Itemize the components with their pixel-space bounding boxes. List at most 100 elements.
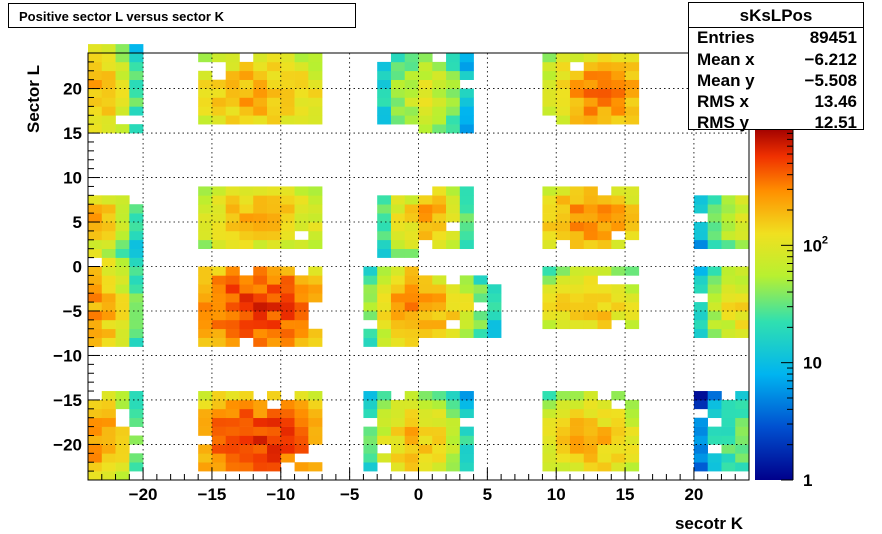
heatmap-cell xyxy=(211,106,227,116)
heatmap-cell xyxy=(267,426,282,436)
heatmap-cell xyxy=(129,97,144,107)
heatmap-cell xyxy=(404,248,419,258)
heatmap-cell xyxy=(198,266,213,276)
heatmap-cell xyxy=(253,426,268,436)
heatmap-cell xyxy=(294,328,309,338)
heatmap-cell xyxy=(225,230,240,241)
heatmap-cell xyxy=(569,462,585,472)
heatmap-cell xyxy=(597,53,612,63)
heatmap-cell xyxy=(459,213,474,223)
heatmap-cell xyxy=(404,195,419,205)
heatmap-cell xyxy=(115,53,130,63)
heatmap-cell xyxy=(363,408,378,419)
heatmap-cell xyxy=(267,222,282,232)
heatmap-cell xyxy=(693,391,708,401)
heatmap-cell xyxy=(294,399,309,410)
heatmap-cell xyxy=(735,293,750,303)
heatmap-cell xyxy=(280,106,295,116)
heatmap-cell xyxy=(253,310,268,321)
heatmap-cell xyxy=(253,186,268,196)
heatmap-cell xyxy=(101,195,116,205)
stats-value: 12.51 xyxy=(814,113,857,132)
heatmap-cell xyxy=(542,293,557,303)
heatmap-cell xyxy=(377,417,392,427)
heatmap-cell xyxy=(487,293,502,303)
heatmap-cell xyxy=(597,399,612,410)
heatmap-cell xyxy=(377,88,392,98)
heatmap-cell xyxy=(267,239,282,250)
heatmap-cell xyxy=(308,106,323,116)
heatmap-cell xyxy=(583,186,598,196)
heatmap-cell xyxy=(459,319,474,330)
heatmap-cell xyxy=(487,302,502,312)
heatmap-cell xyxy=(308,61,323,72)
heatmap-cell xyxy=(88,444,103,454)
heatmap-cell xyxy=(721,444,736,454)
heatmap-cell xyxy=(377,248,392,258)
heatmap-cell xyxy=(101,337,116,347)
heatmap-cell xyxy=(363,293,378,303)
heatmap-cell xyxy=(198,106,213,116)
heatmap-cell xyxy=(404,222,419,232)
heatmap-cell xyxy=(198,115,213,125)
heatmap-cell xyxy=(418,115,433,125)
heatmap-cell xyxy=(432,106,447,116)
heatmap-cell xyxy=(418,319,433,330)
heatmap-cell xyxy=(101,435,116,445)
heatmap-cell xyxy=(597,284,612,294)
heatmap-cell xyxy=(721,275,736,285)
heatmap-cell xyxy=(390,88,406,98)
heatmap-cell xyxy=(583,408,598,419)
heatmap-cell xyxy=(693,435,708,445)
heatmap-cell xyxy=(432,186,447,196)
heatmap-cell xyxy=(225,391,240,401)
heatmap-cell xyxy=(88,106,103,116)
heatmap-cell xyxy=(542,239,557,250)
heatmap-cell xyxy=(625,435,640,445)
heatmap-cell xyxy=(432,213,447,223)
heatmap-cell xyxy=(225,444,240,454)
heatmap-cell xyxy=(556,61,571,72)
heatmap-cell xyxy=(377,302,392,312)
heatmap-cell xyxy=(459,408,474,419)
heatmap-cell xyxy=(404,204,419,214)
heatmap-cell xyxy=(625,408,640,419)
heatmap-cell xyxy=(707,399,722,410)
y-axis-title: Sector L xyxy=(24,65,43,133)
heatmap-cell xyxy=(377,61,392,72)
heatmap-cell xyxy=(101,399,116,410)
heatmap-cell xyxy=(267,70,282,80)
heatmap-cell xyxy=(432,284,447,294)
heatmap-cell xyxy=(597,106,612,116)
heatmap-cell xyxy=(115,230,130,241)
heatmap-cell xyxy=(377,97,392,107)
heatmap-cell xyxy=(597,97,612,107)
heatmap-cell xyxy=(101,79,116,89)
heatmap-cell xyxy=(294,435,309,445)
heatmap-cell xyxy=(611,239,626,250)
heatmap-cell xyxy=(446,284,461,294)
heatmap-cell xyxy=(267,310,282,321)
x-tick-label: 5 xyxy=(483,485,492,504)
heatmap-cell xyxy=(390,310,406,321)
heatmap-cell xyxy=(239,444,254,454)
heatmap-cell xyxy=(225,61,240,72)
heatmap-cell xyxy=(735,230,750,241)
heatmap-cell xyxy=(432,88,447,98)
heatmap-cell xyxy=(597,70,612,80)
heatmap-cell xyxy=(418,444,433,454)
heatmap-cell xyxy=(418,61,433,72)
heatmap-cell xyxy=(294,97,309,107)
heatmap-cell xyxy=(583,391,598,401)
heatmap-cell xyxy=(88,61,103,72)
heatmap-cell xyxy=(446,239,461,250)
heatmap-cell xyxy=(129,284,144,294)
heatmap-cell xyxy=(280,293,295,303)
heatmap-cell xyxy=(597,230,612,241)
heatmap-cell xyxy=(625,53,640,63)
heatmap-cell xyxy=(597,453,612,463)
heatmap-cell xyxy=(432,70,447,80)
heatmap-cell xyxy=(446,97,461,107)
heatmap-cell xyxy=(583,70,598,80)
heatmap-cell xyxy=(735,302,750,312)
